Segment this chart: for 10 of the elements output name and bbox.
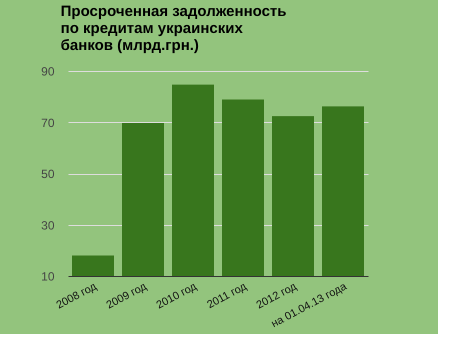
y-tick-label: 50 xyxy=(41,167,55,181)
y-tick-label: 10 xyxy=(41,270,55,284)
y-tick-label: 70 xyxy=(41,116,55,130)
x-tick-label: 2010 год xyxy=(154,280,200,312)
x-tick-label: 2008 год xyxy=(54,280,100,312)
y-tick-label: 30 xyxy=(41,218,55,232)
x-tick-label: 2009 год xyxy=(104,280,150,312)
chart-title: Просроченная задолженность по кредитам украинских банков (млрд.грн.) xyxy=(60,3,287,54)
y-tick-label: 90 xyxy=(41,64,55,78)
x-tick-label: 2011 год xyxy=(205,280,250,312)
